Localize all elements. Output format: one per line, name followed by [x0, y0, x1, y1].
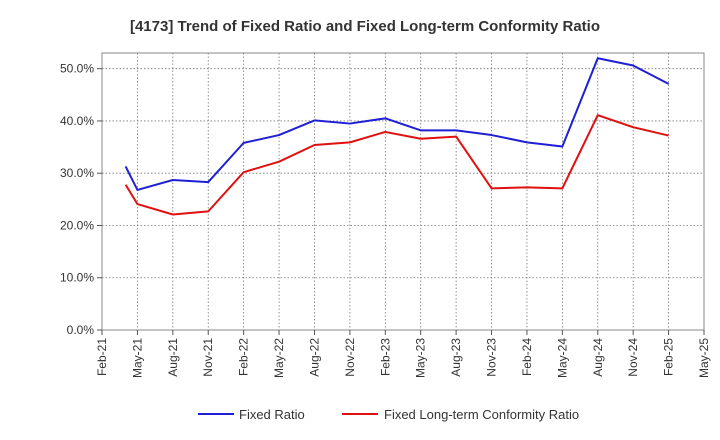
x-tick-label: Aug-21 — [166, 338, 180, 377]
x-tick-label: Aug-22 — [307, 338, 321, 377]
x-tick-label: Feb-23 — [378, 338, 392, 376]
y-axis: 0.0% 10.0% 20.0% 30.0% 40.0% 50.0% — [60, 62, 102, 337]
x-tick-label: May-25 — [697, 338, 711, 378]
y-tick-label: 40.0% — [60, 114, 94, 128]
series-line-fixed-long-term-conformity-ratio — [124, 114, 669, 216]
x-tick-label: Aug-23 — [449, 338, 463, 377]
x-tick-label: Feb-24 — [520, 338, 534, 376]
x-axis: Feb-21 May-21 Aug-21 Nov-21 Feb-22 May-22 Aug-… — [95, 330, 711, 378]
x-tick-label: May-24 — [555, 338, 569, 378]
x-tick-label: Nov-23 — [485, 338, 499, 377]
x-tick-label: Nov-24 — [626, 338, 640, 377]
x-tick-label: Feb-21 — [95, 338, 109, 376]
y-tick-label: 30.0% — [60, 166, 94, 180]
y-tick-label: 50.0% — [60, 62, 94, 76]
x-tick-label: Feb-25 — [662, 338, 676, 376]
x-tick-label: Aug-24 — [591, 338, 605, 377]
x-tick-label: Nov-21 — [201, 338, 215, 377]
x-tick-label: May-21 — [130, 338, 144, 378]
series-lines — [124, 57, 670, 216]
legend-label: Fixed Ratio — [239, 407, 305, 422]
legend-label: Fixed Long-term Conformity Ratio — [384, 407, 579, 422]
y-tick-label: 10.0% — [60, 271, 94, 285]
x-tick-label: Feb-22 — [237, 338, 251, 376]
y-tick-label: 0.0% — [67, 323, 95, 337]
grid — [101, 52, 705, 331]
series-line-fixed-ratio — [124, 57, 670, 191]
y-tick-label: 20.0% — [60, 218, 94, 232]
chart-title: [4173] Trend of Fixed Ratio and Fixed Lo… — [130, 18, 600, 35]
x-tick-label: May-22 — [272, 338, 286, 378]
x-tick-label: May-23 — [414, 338, 428, 378]
x-tick-label: Nov-22 — [343, 338, 357, 377]
legend: Fixed Ratio Fixed Long-term Conformity Ra… — [198, 407, 579, 422]
plot-frame — [101, 52, 705, 331]
